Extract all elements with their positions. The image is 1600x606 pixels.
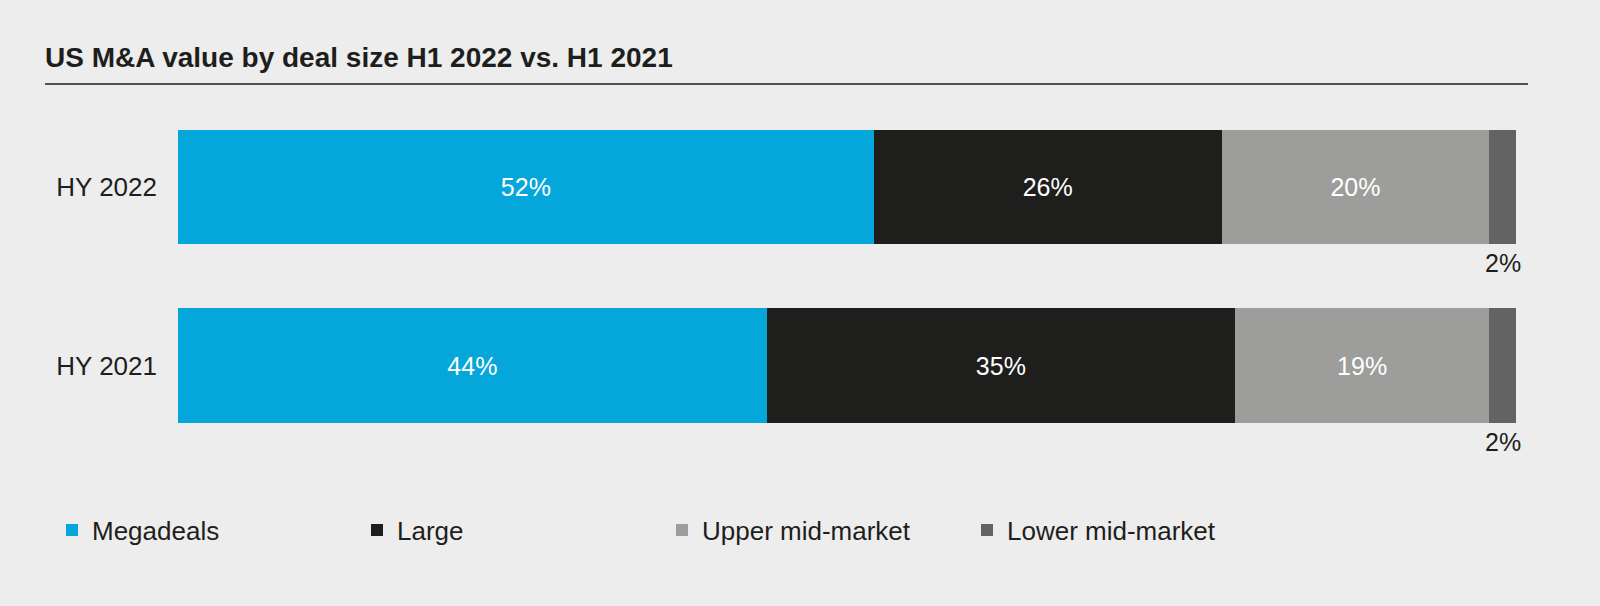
svg-text:HY 2022: HY 2022 bbox=[56, 172, 157, 202]
svg-text:Upper mid-market: Upper mid-market bbox=[702, 516, 911, 546]
svg-text:35%: 35% bbox=[976, 352, 1026, 380]
svg-text:52%: 52% bbox=[501, 173, 551, 201]
svg-text:2%: 2% bbox=[1485, 249, 1521, 277]
svg-text:Megadeals: Megadeals bbox=[92, 516, 219, 546]
svg-text:Lower mid-market: Lower mid-market bbox=[1007, 516, 1216, 546]
svg-text:20%: 20% bbox=[1330, 173, 1380, 201]
svg-text:44%: 44% bbox=[447, 352, 497, 380]
svg-text:HY 2021: HY 2021 bbox=[56, 351, 157, 381]
svg-text:19%: 19% bbox=[1337, 352, 1387, 380]
svg-text:US M&A value by deal size H1 2: US M&A value by deal size H1 2022 vs. H1… bbox=[45, 42, 673, 73]
svg-text:Large: Large bbox=[397, 516, 464, 546]
svg-text:2%: 2% bbox=[1485, 428, 1521, 456]
svg-text:26%: 26% bbox=[1023, 173, 1073, 201]
